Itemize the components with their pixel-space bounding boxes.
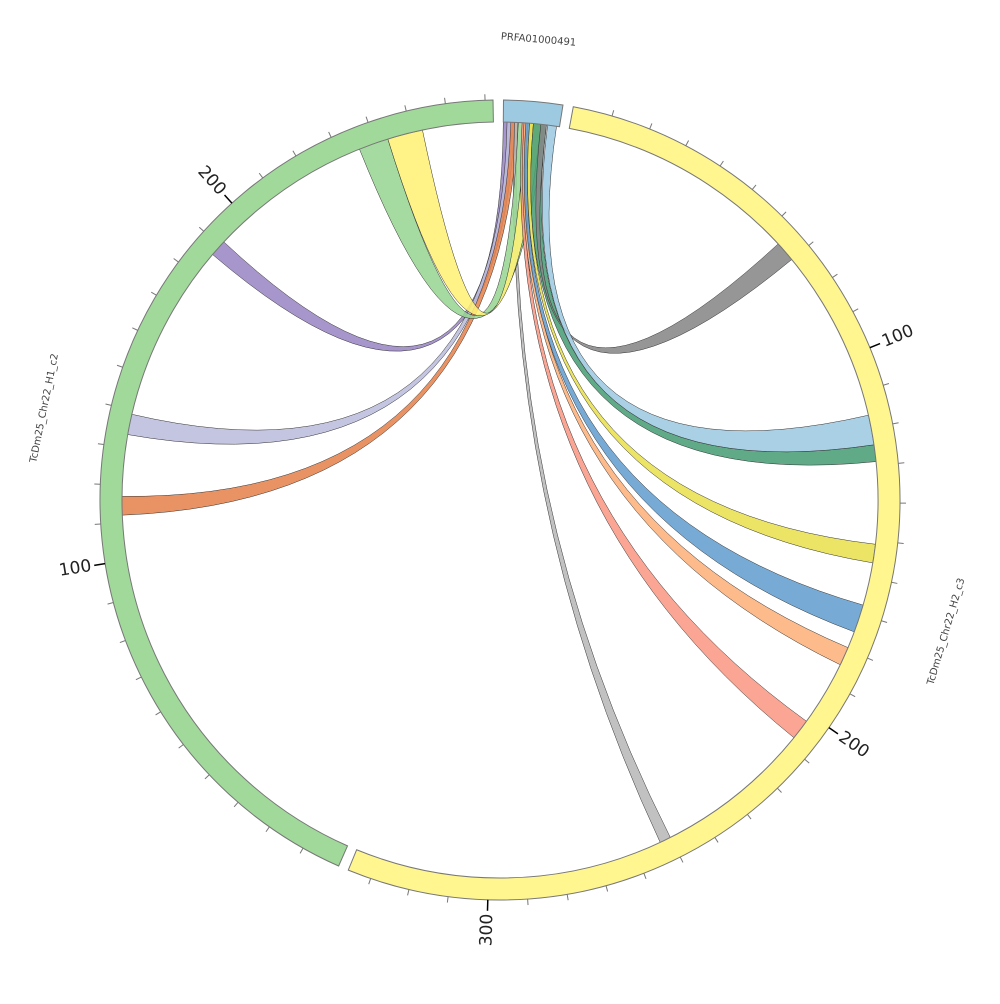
minor-tick — [612, 110, 614, 116]
minor-tick — [644, 873, 646, 879]
minor-tick — [567, 894, 568, 900]
segment-label: TcDm25_Chr22_H2_c3 — [925, 577, 967, 688]
minor-tick — [606, 886, 608, 892]
minor-tick — [850, 694, 855, 697]
minor-tick — [108, 603, 114, 605]
minor-tick — [132, 328, 137, 331]
minor-tick — [883, 384, 889, 386]
minor-tick — [156, 712, 161, 715]
minor-tick — [809, 242, 814, 246]
minor-tick — [369, 879, 371, 885]
tick-label: 100 — [879, 321, 917, 352]
major-tick — [94, 564, 105, 566]
minor-tick — [98, 444, 104, 445]
major-tick — [829, 728, 838, 734]
minor-tick — [234, 802, 238, 807]
minor-tick — [752, 185, 756, 190]
minor-tick — [650, 123, 652, 129]
segment-label: PRFA01000491 — [500, 31, 576, 48]
minor-tick — [136, 677, 141, 680]
minor-tick — [445, 98, 446, 104]
tick-label: 300 — [476, 914, 497, 947]
minor-tick — [686, 140, 689, 145]
minor-tick — [447, 897, 448, 903]
minor-tick — [174, 258, 179, 262]
minor-tick — [853, 309, 858, 312]
minor-tick — [680, 857, 683, 862]
minor-tick — [777, 788, 781, 792]
minor-tick — [715, 837, 718, 842]
tick-label: 200 — [835, 727, 873, 762]
minor-tick — [120, 640, 126, 642]
minor-tick — [898, 543, 904, 544]
minor-tick — [205, 775, 209, 779]
minor-tick — [720, 161, 723, 166]
minor-tick — [151, 292, 156, 295]
tick-label: 100 — [58, 556, 93, 581]
minor-tick — [782, 212, 786, 216]
minor-tick — [832, 274, 837, 277]
minor-tick — [867, 658, 873, 660]
minor-tick — [179, 744, 184, 748]
minor-tick — [300, 848, 303, 853]
minor-tick — [199, 227, 203, 231]
minor-tick — [266, 827, 269, 832]
minor-tick — [893, 423, 899, 424]
minor-tick — [329, 132, 332, 137]
minor-tick — [293, 151, 296, 156]
tick-label: 200 — [193, 162, 230, 199]
segment-label: TcDm25_Chr22_H1_c2 — [28, 353, 61, 465]
minor-tick — [259, 173, 263, 178]
minor-tick — [805, 759, 810, 763]
minor-tick — [106, 404, 112, 405]
minor-tick — [366, 117, 368, 123]
minor-tick — [747, 814, 751, 819]
minor-tick — [117, 365, 123, 367]
minor-tick — [408, 889, 409, 895]
minor-tick — [405, 105, 406, 111]
minor-tick — [881, 621, 887, 623]
minor-tick — [891, 582, 897, 583]
major-tick — [225, 195, 232, 203]
major-tick — [870, 344, 880, 348]
minor-tick — [898, 463, 904, 464]
